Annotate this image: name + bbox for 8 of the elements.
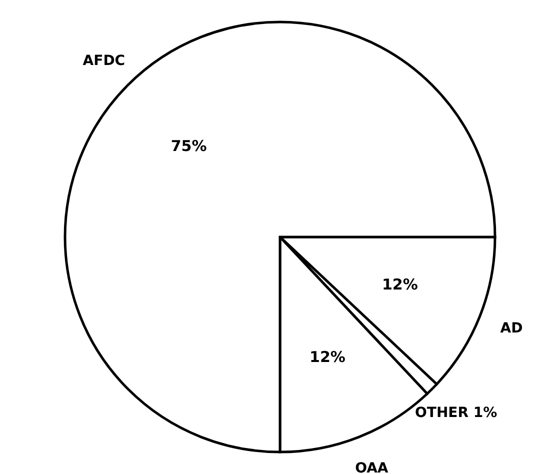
slice-label: AD [500,320,523,337]
data-label: 12% [382,275,418,294]
slice-label: OTHER 1% [414,405,498,422]
slice-label: OAA [355,460,388,474]
data-label: 12% [310,348,346,366]
slice-label: AFDC [82,52,126,69]
pie-slice [64,20,496,454]
data-label: 75% [170,136,207,155]
